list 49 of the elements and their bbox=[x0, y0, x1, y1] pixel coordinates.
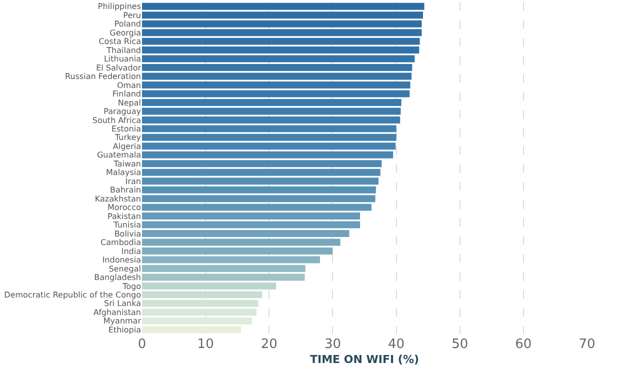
y-tick-label: Tunisia bbox=[112, 220, 142, 230]
y-tick-label: Oman bbox=[116, 80, 141, 90]
y-tick-label: Iran bbox=[125, 176, 141, 186]
x-tick-label: 30 bbox=[324, 337, 341, 352]
y-tick-label: Russian Federation bbox=[65, 72, 141, 82]
y-tick-label: Malaysia bbox=[106, 168, 142, 178]
y-tick-label: Paraguay bbox=[104, 107, 142, 116]
y-tick-label: Sri Lanka bbox=[104, 299, 142, 308]
y-tick-label: Finland bbox=[112, 90, 141, 99]
y-tick-label: South Africa bbox=[92, 116, 142, 125]
bar bbox=[142, 291, 262, 298]
y-tick-label: Bolivia bbox=[114, 229, 142, 238]
x-tick-label: 20 bbox=[260, 337, 278, 352]
y-tick-label: Turkey bbox=[114, 133, 142, 142]
y-tick-label: Ethiopia bbox=[108, 325, 142, 334]
y-tick-label: El Salvador bbox=[96, 63, 142, 72]
y-tick-label: Guatemala bbox=[96, 150, 142, 160]
y-tick-label: Georgia bbox=[110, 28, 142, 38]
y-tick-label: Costa Rica bbox=[98, 37, 142, 46]
y-tick-label: Afghanistan bbox=[93, 308, 141, 317]
y-tick-label: India bbox=[121, 246, 142, 256]
bar bbox=[142, 282, 276, 290]
y-tick-label: Thailand bbox=[106, 46, 141, 55]
x-tick-label: 70 bbox=[578, 337, 596, 352]
y-tick-label: Cambodia bbox=[100, 238, 142, 248]
x-axis-title: TIME ON WIFI (%) bbox=[310, 353, 420, 366]
x-tick-label: 10 bbox=[197, 337, 214, 352]
y-tick-label: Algeria bbox=[112, 142, 142, 151]
y-tick-label: Lithuania bbox=[104, 54, 142, 64]
x-tick-label: 40 bbox=[388, 337, 405, 352]
y-tick-label: Kazakhstan bbox=[94, 194, 141, 204]
y-tick-label: Bangladesh bbox=[94, 273, 141, 282]
y-tick-label: Poland bbox=[114, 20, 141, 29]
y-tick-label: Morocco bbox=[108, 203, 142, 212]
y-tick-label: Togo bbox=[122, 282, 142, 291]
y-tick-label: Indonesia bbox=[102, 256, 142, 265]
y-tick-label: Philippines bbox=[98, 2, 141, 12]
y-tick-label: Senegal bbox=[108, 264, 141, 274]
y-tick-label: Taiwan bbox=[112, 159, 141, 168]
y-tick-label: Myanmar bbox=[103, 316, 142, 326]
y-tick-label: Democratic Republic of the Congo bbox=[4, 290, 142, 300]
y-tick-label: Nepal bbox=[118, 98, 141, 108]
y-tick-label: Bahrain bbox=[110, 186, 141, 195]
y-tick-label: Estonia bbox=[112, 124, 142, 134]
x-tick-label: 0 bbox=[138, 337, 146, 352]
y-tick-label: Peru bbox=[123, 10, 141, 20]
y-tick-label: Pakistan bbox=[108, 212, 141, 221]
x-tick-label: 60 bbox=[515, 337, 532, 352]
x-tick-label: 50 bbox=[452, 337, 468, 352]
